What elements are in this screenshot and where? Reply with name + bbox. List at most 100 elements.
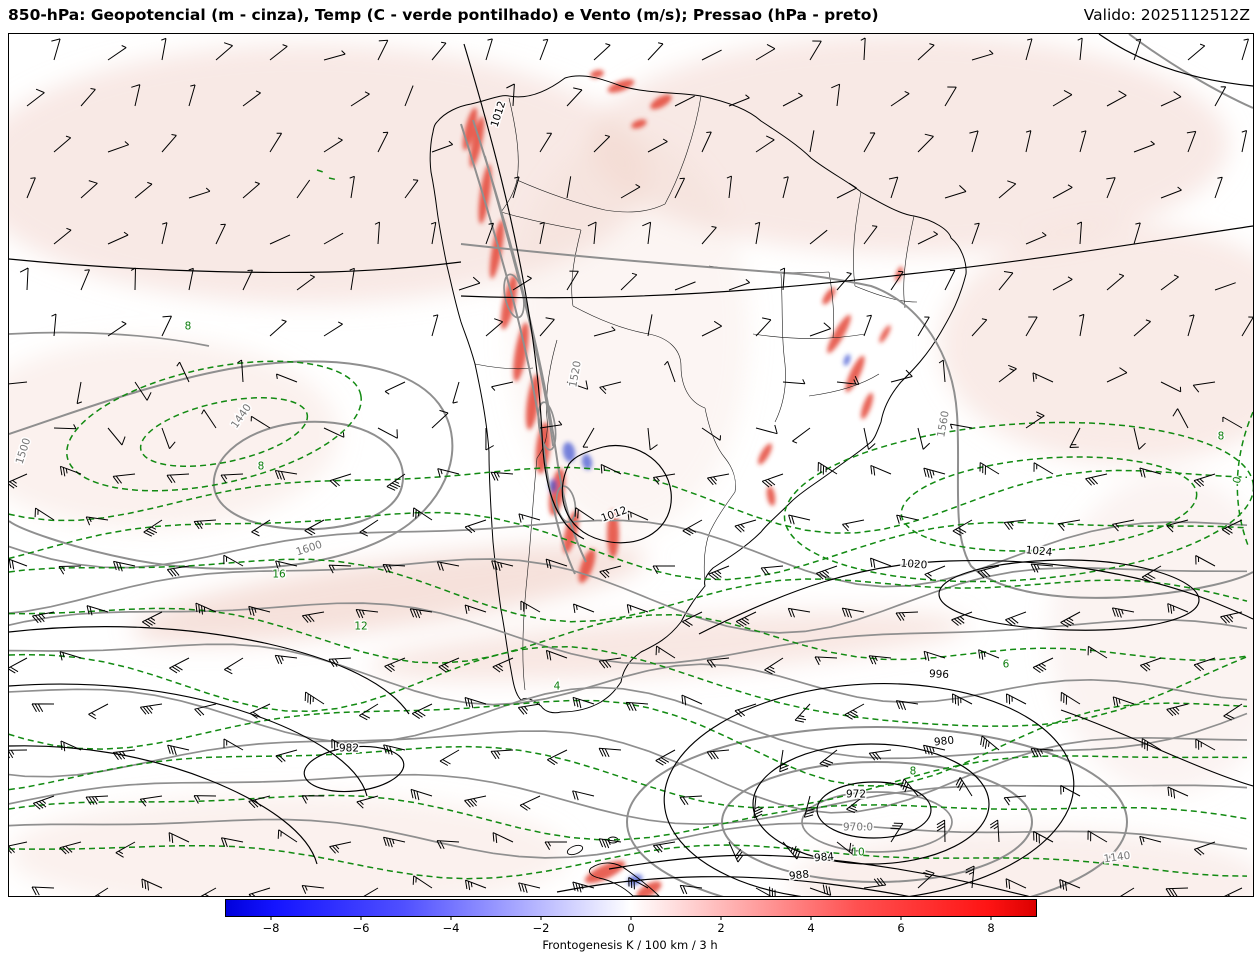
wind-barb [1079, 130, 1087, 153]
wind-barb [167, 744, 190, 756]
wind-barb [384, 381, 406, 395]
contour-label: 996 [929, 668, 950, 681]
wind-barb [647, 138, 668, 153]
wind-barb [436, 840, 460, 850]
geopotential-contour [460, 123, 576, 575]
wind-barb [566, 380, 589, 390]
country-border [854, 285, 918, 303]
wind-barb [94, 887, 109, 896]
wind-barb [134, 381, 152, 401]
colorbar-tick-label: 2 [717, 921, 725, 935]
wind-barb [782, 841, 801, 860]
wind-barb [328, 564, 352, 574]
temperature-contour [1236, 411, 1253, 549]
wind-barb [386, 473, 406, 491]
wind-barb [917, 133, 934, 153]
wind-barb [512, 275, 532, 291]
temperature-contour [316, 169, 339, 181]
wind-barb [1003, 519, 1027, 530]
wind-barb [735, 611, 757, 627]
frontogenesis-blue-band [562, 442, 576, 462]
shading-wash [589, 34, 1229, 254]
wind-barb [491, 381, 514, 391]
wind-barb [794, 703, 811, 723]
wind-barb [1193, 657, 1216, 672]
wind-barb [188, 267, 194, 291]
wind-barb [587, 221, 597, 245]
wind-barb [323, 232, 344, 245]
wind-barb [1106, 90, 1127, 107]
wind-barb [76, 381, 82, 405]
frontogenesis-red-band [631, 119, 647, 129]
wind-barb [566, 87, 583, 107]
wind-barb [1025, 316, 1038, 337]
wind-barb [452, 381, 460, 404]
shading-wash [509, 134, 749, 534]
wind-barb [627, 510, 649, 521]
temperature-contour [900, 456, 1198, 552]
wind-barb [819, 749, 838, 768]
wind-barb [143, 519, 163, 537]
shading-wash [939, 224, 1253, 464]
wind-barb [139, 703, 163, 715]
wind-barb [923, 650, 946, 662]
wind-barb [251, 519, 271, 537]
frontogenesis-wash-layer [9, 34, 1253, 896]
wind-barb [628, 877, 649, 890]
wind-barb [620, 272, 638, 291]
wind-barb [1052, 276, 1073, 291]
wind-barb [817, 461, 838, 475]
wind-barb [492, 832, 514, 844]
colorbar-tick-label: 8 [987, 921, 995, 935]
wind-barb [1160, 274, 1179, 291]
wind-barb [1139, 467, 1162, 478]
wind-barb [1025, 38, 1033, 61]
wind-barb [1060, 691, 1081, 705]
wind-barb [1005, 878, 1027, 890]
colorbar-tick-label: 6 [897, 921, 905, 935]
wind-barb [1141, 738, 1162, 751]
valid-time-label: Valido: 2025112512Z [1083, 6, 1250, 24]
geopotential-contour [626, 726, 1128, 896]
wind-barb [383, 744, 406, 756]
wind-barb [539, 420, 563, 429]
wind-barb [51, 313, 57, 337]
geopotential-contour [9, 331, 210, 347]
wind-barb [115, 841, 136, 858]
pressure-isobar [938, 559, 1200, 631]
colorbar-tick-label: 0 [627, 921, 635, 935]
wind-barb [890, 822, 904, 843]
wind-barb [868, 749, 892, 761]
wind-barb [438, 657, 460, 673]
wind-barb [1087, 645, 1108, 659]
colorbar-tick [450, 916, 452, 920]
wind-barb [26, 177, 36, 199]
wind-barb [356, 795, 379, 809]
wind-barb [248, 887, 271, 896]
wind-barb [803, 795, 815, 818]
wind-barb [642, 221, 652, 245]
frontogenesis-red-band [822, 287, 836, 305]
temperature-wave-layer [9, 466, 1248, 880]
wind-barb [1003, 795, 1027, 806]
wind-barb [600, 463, 622, 475]
wind-barb [382, 564, 406, 574]
wind-barb [755, 43, 776, 61]
wind-barb [277, 829, 298, 843]
wind-barb [296, 179, 311, 199]
chart-title: 850-hPa: Geopotencial (m - cinza), Temp … [8, 6, 879, 24]
wind-barb [809, 130, 815, 153]
wind-barb [566, 270, 579, 291]
contour-label: 1020 [900, 558, 928, 572]
wind-barb [539, 221, 545, 245]
wind-barb [436, 561, 460, 571]
wind-barb [269, 132, 283, 153]
wind-barb [989, 819, 1000, 843]
wind-barb [130, 267, 136, 291]
frontogenesis-blue-band [549, 479, 557, 493]
wind-barb [107, 321, 127, 337]
wind-barb [107, 427, 126, 446]
colorbar-tick-label: −4 [442, 921, 460, 935]
wind-barb [863, 427, 876, 450]
contour-label: 12 [354, 621, 367, 633]
